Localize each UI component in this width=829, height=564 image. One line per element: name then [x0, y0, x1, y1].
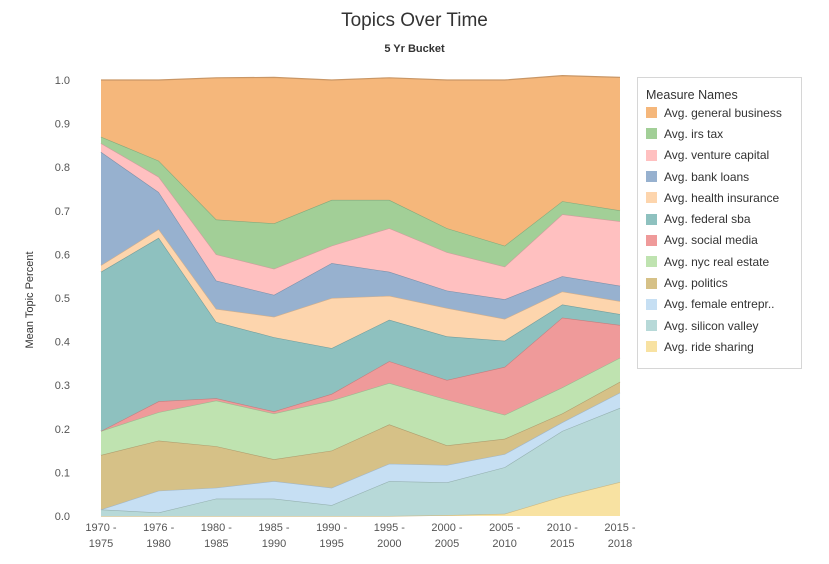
- area-avg-social-media: [101, 317, 620, 431]
- legend-swatch: [646, 234, 657, 246]
- legend-swatch: [646, 107, 657, 119]
- x-tick-label: 2000 -2005: [431, 522, 463, 550]
- area-avg-ride-sharing: [101, 482, 620, 516]
- legend-label: Avg. politics: [664, 276, 728, 291]
- y-tick-label: 0.5: [55, 293, 70, 305]
- legend-label: Avg. federal sba: [664, 212, 751, 227]
- x-tick-label: 1980 -1985: [201, 522, 233, 550]
- legend-item[interactable]: Avg. politics: [638, 272, 801, 293]
- legend-label: Avg. ride sharing: [664, 339, 754, 354]
- legend-swatch: [646, 320, 657, 332]
- y-tick-label: 0.9: [55, 119, 70, 131]
- x-tick-label: 1985 -1990: [258, 522, 290, 550]
- area-layers: [100, 74, 621, 517]
- legend-item[interactable]: Avg. venture capital: [638, 145, 801, 166]
- area-avg-health-insurance: [101, 229, 620, 349]
- legend-label: Avg. silicon valley: [664, 318, 759, 333]
- area-avg-general-business: [101, 75, 620, 246]
- area-avg-bank-loans: [101, 151, 620, 319]
- legend-swatch: [646, 213, 657, 225]
- legend-item[interactable]: Avg. general business: [638, 102, 801, 123]
- x-tick-label: 2005 -2010: [489, 522, 521, 550]
- x-tick-label: 1976 -1980: [143, 522, 175, 550]
- x-axis-ticks: 1970 -1975 1976 -1980 1980 -1985 1985 -1990…: [85, 522, 636, 550]
- area-avg-irs-tax: [101, 136, 620, 269]
- legend-item[interactable]: Avg. silicon valley: [638, 315, 801, 336]
- legend-item[interactable]: Avg. nyc real estate: [638, 251, 801, 272]
- area-avg-nyc-real-estate: [101, 357, 620, 460]
- y-tick-label: 0.4: [55, 337, 70, 349]
- area-avg-venture-capital: [101, 143, 620, 300]
- legend-label: Avg. health insurance: [664, 190, 780, 205]
- legend-item[interactable]: Avg. bank loans: [638, 166, 801, 187]
- y-axis-ticks: 0.0 0.1 0.2 0.3 0.4 0.5 0.6 0.7 0.8 0.9 1.0: [55, 75, 70, 523]
- legend-label: Avg. nyc real estate: [664, 254, 770, 269]
- legend-title: Measure Names: [646, 88, 738, 102]
- legend-items: Avg. general business Avg. irs tax Avg. ve…: [638, 102, 801, 358]
- area-avg-female-entrepr: [101, 392, 620, 513]
- legend-swatch: [646, 128, 657, 140]
- legend-label: Avg. bank loans: [664, 169, 750, 184]
- legend-swatch: [646, 149, 657, 161]
- legend: Measure Names Avg. general business Avg. …: [637, 77, 802, 369]
- legend-swatch: [646, 171, 657, 183]
- y-tick-label: 0.3: [55, 380, 70, 392]
- legend-swatch: [646, 298, 657, 310]
- legend-swatch: [646, 192, 657, 204]
- x-tick-label: 2015 -2018: [604, 522, 636, 550]
- legend-item[interactable]: Avg. irs tax: [638, 123, 801, 144]
- x-tick-label: 2010 -2015: [547, 522, 579, 550]
- legend-label: Avg. general business: [664, 105, 782, 120]
- y-axis-title: Mean Topic Percent: [24, 251, 36, 348]
- legend-label: Avg. female entrepr..: [664, 297, 775, 312]
- legend-item[interactable]: Avg. federal sba: [638, 208, 801, 229]
- y-tick-label: 0.2: [55, 424, 70, 436]
- legend-item[interactable]: Avg. health insurance: [638, 187, 801, 208]
- y-tick-label: 0.1: [55, 467, 70, 479]
- legend-item[interactable]: Avg. ride sharing: [638, 336, 801, 357]
- x-tick-label: 1990 -1995: [316, 522, 348, 550]
- legend-label: Avg. social media: [664, 233, 758, 248]
- legend-item[interactable]: Avg. female entrepr..: [638, 294, 801, 315]
- x-tick-label: 1970 -1975: [85, 522, 117, 550]
- legend-swatch: [646, 256, 657, 268]
- y-tick-label: 0.6: [55, 249, 70, 261]
- y-tick-label: 0.7: [55, 206, 70, 218]
- legend-item[interactable]: Avg. social media: [638, 230, 801, 251]
- y-tick-label: 1.0: [55, 75, 70, 87]
- x-tick-label: 1995 -2000: [374, 522, 406, 550]
- area-avg-silicon-valley: [101, 407, 620, 516]
- y-tick-label: 0.8: [55, 162, 70, 174]
- area-edge: [101, 74, 621, 81]
- x-axis-title: 5 Yr Bucket: [384, 43, 445, 55]
- legend-swatch: [646, 277, 657, 289]
- legend-swatch: [646, 341, 657, 353]
- legend-label: Avg. irs tax: [664, 126, 724, 141]
- area-avg-politics: [101, 381, 620, 510]
- legend-label: Avg. venture capital: [664, 148, 770, 163]
- chart-title: Topics Over Time: [341, 10, 488, 31]
- y-tick-label: 0.0: [55, 511, 70, 523]
